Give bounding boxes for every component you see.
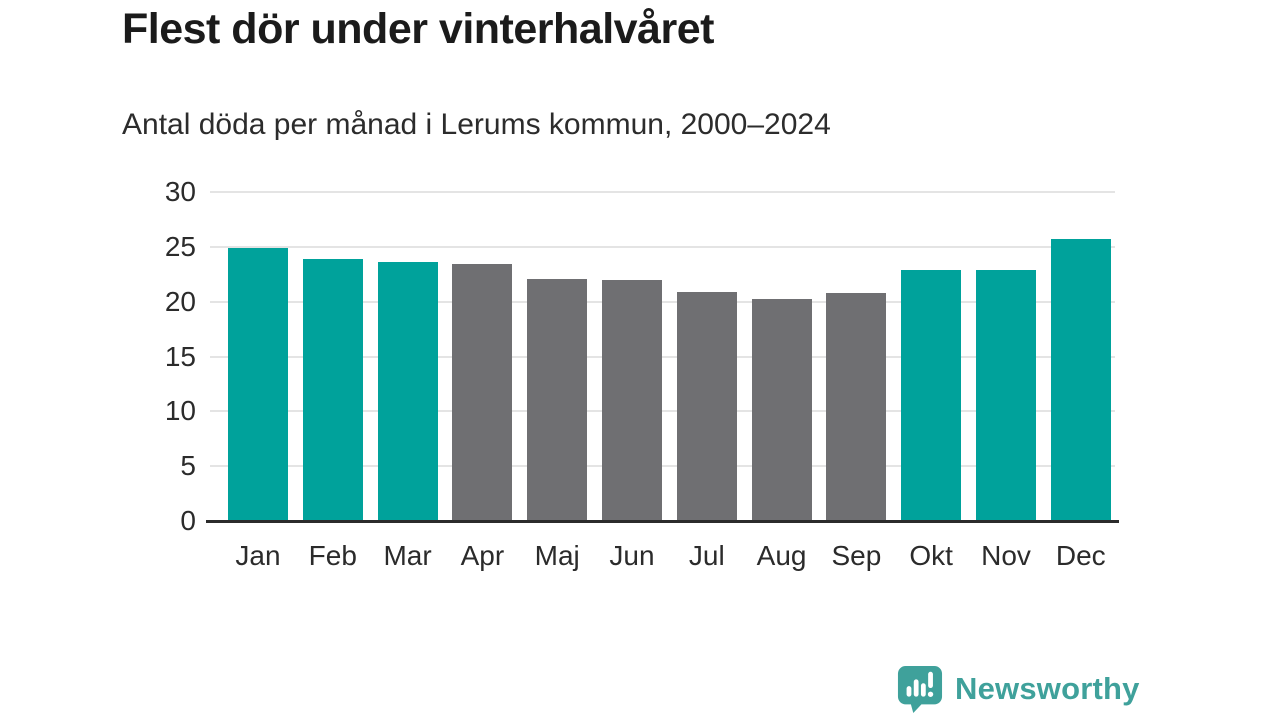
x-axis-label-mar: Mar bbox=[383, 540, 432, 571]
x-axis-label-sep: Sep bbox=[831, 540, 882, 571]
x-axis-label-nov: Nov bbox=[981, 540, 1031, 571]
chart-title: Flest dör under vinterhalvåret bbox=[122, 5, 714, 53]
y-axis-tick-label-10: 10 bbox=[164, 395, 196, 427]
x-axis-label-jan: Jan bbox=[235, 540, 281, 571]
y-axis-tick-label-30: 30 bbox=[164, 176, 196, 207]
bar-jul bbox=[676, 291, 737, 521]
x-axis-label-aug: Aug bbox=[756, 540, 807, 571]
gridline-y-25 bbox=[210, 245, 1115, 248]
y-axis-tick-label-5: 5 bbox=[180, 450, 196, 482]
bar-aug bbox=[751, 299, 812, 521]
chart-subtitle: Antal döda per månad i Lerums kommun, 20… bbox=[122, 108, 831, 141]
bar-mar bbox=[377, 262, 438, 521]
bar-sep bbox=[826, 292, 887, 521]
gridline-y-30 bbox=[210, 191, 1115, 193]
x-axis-baseline bbox=[206, 520, 1119, 523]
newsworthy-logo-icon bbox=[897, 665, 943, 713]
gridline-y-15 bbox=[210, 355, 1115, 358]
gridline-y-5 bbox=[210, 465, 1115, 468]
x-axis-label-maj: Maj bbox=[534, 540, 580, 571]
bar-jan bbox=[228, 247, 288, 521]
bar-maj bbox=[527, 278, 588, 521]
x-axis-label-okt: Okt bbox=[909, 540, 953, 571]
bar-jun bbox=[602, 279, 662, 521]
bar-nov bbox=[976, 269, 1036, 521]
x-axis-label-dec: Dec bbox=[1055, 540, 1106, 571]
bar-apr bbox=[452, 264, 513, 521]
y-axis-tick-label-15: 15 bbox=[164, 340, 196, 372]
bar-dec bbox=[1050, 239, 1111, 521]
gridline-y-20 bbox=[210, 300, 1115, 303]
bar-okt bbox=[901, 269, 962, 521]
gridline-y-10 bbox=[210, 410, 1115, 413]
bar-feb bbox=[302, 258, 363, 521]
y-axis-tick-label-0: 0 bbox=[180, 505, 196, 536]
x-axis-label-jun: Jun bbox=[609, 540, 655, 571]
brand-name: Newsworthy bbox=[955, 671, 1140, 706]
x-axis-label-apr: Apr bbox=[460, 540, 505, 571]
y-axis-tick-label-25: 25 bbox=[164, 230, 196, 262]
brand-link[interactable]: Newsworthy bbox=[897, 665, 1140, 713]
x-axis-label-feb: Feb bbox=[308, 540, 357, 571]
x-axis-label-jul: Jul bbox=[688, 540, 725, 571]
y-axis-tick-label-20: 20 bbox=[164, 285, 196, 317]
